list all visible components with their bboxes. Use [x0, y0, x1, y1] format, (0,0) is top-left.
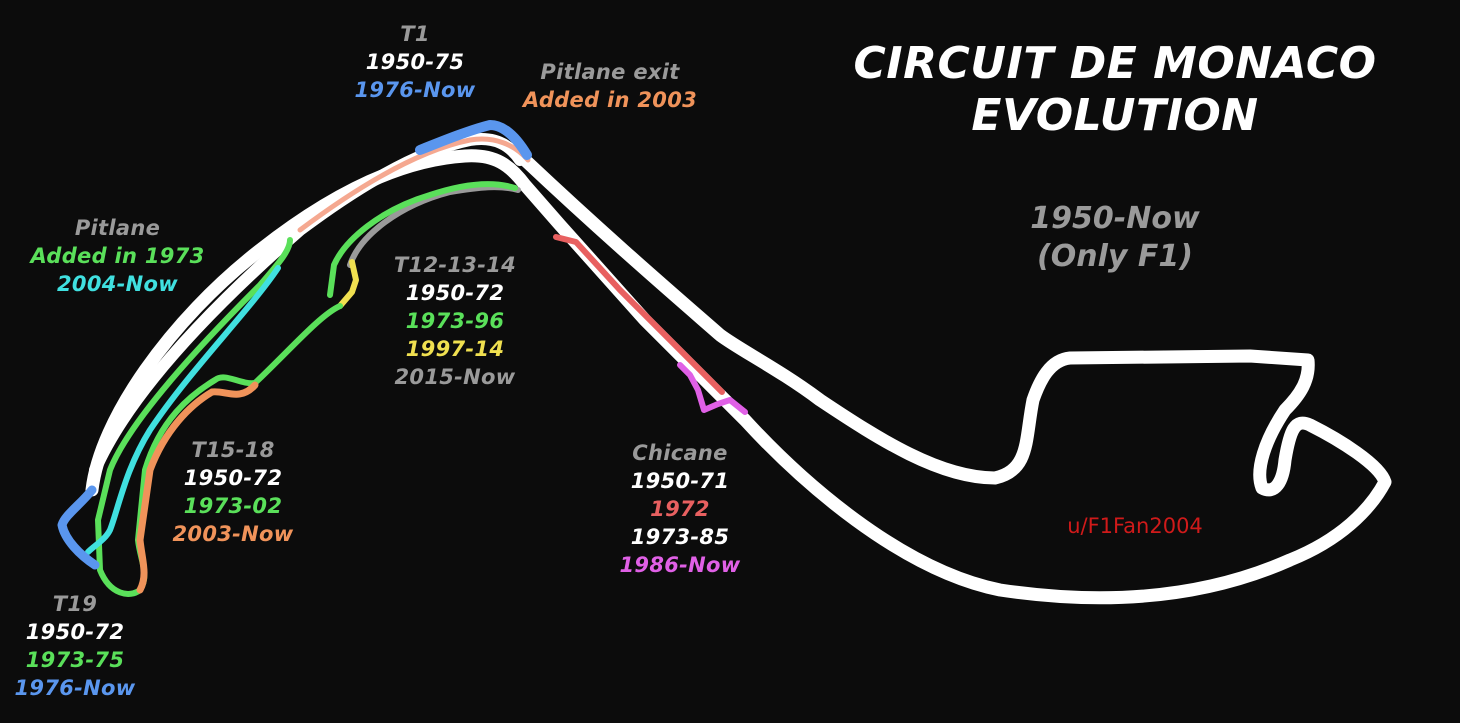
- label-era-line: 1950-75: [365, 50, 465, 74]
- track-pitlane-cyan: [85, 265, 281, 555]
- label-era-line: 1950-72: [25, 620, 125, 644]
- track-t15-orange: [136, 381, 259, 594]
- track-t19-blue: [57, 485, 100, 570]
- label-heading: T1: [400, 22, 430, 46]
- label-era-line: 1976-Now: [14, 676, 136, 700]
- label-era-line: 1972: [650, 497, 710, 521]
- label-heading: T15-18: [191, 438, 275, 462]
- track-chicane-magenta: [677, 362, 748, 415]
- label-era-line: 1973-02: [183, 494, 283, 518]
- label-heading: T19: [52, 592, 98, 616]
- label-era-line: Added in 1973: [30, 244, 205, 268]
- label-era-line: 1976-Now: [354, 78, 476, 102]
- title-line-1: CIRCUIT DE MONACO: [853, 38, 1377, 89]
- label-era-line: 1997-14: [405, 337, 505, 361]
- track-main-circuit: [85, 149, 1392, 605]
- label-heading: T12-13-14: [393, 253, 517, 277]
- label-era-line: 2015-Now: [394, 365, 516, 389]
- era-line-1: 1950-Now: [1030, 201, 1200, 236]
- label-era-line: 1950-72: [405, 281, 505, 305]
- label-heading: Chicane: [632, 441, 728, 465]
- track-chicane-red: [553, 234, 725, 395]
- label-era-line: 1986-Now: [619, 553, 741, 577]
- author-credit: u/F1Fan2004: [1067, 514, 1203, 538]
- label-era-line: 2003-Now: [172, 522, 294, 546]
- track-t12-green: [327, 181, 518, 298]
- era-line-2: (Only F1): [1037, 239, 1193, 274]
- label-heading: Pitlane: [74, 216, 161, 240]
- page-title: CIRCUIT DE MONACO EVOLUTION: [830, 38, 1400, 142]
- track-t1-blue: [415, 120, 532, 160]
- label-era-line: 1973-96: [405, 309, 505, 333]
- label-t1: T1 1950-75 1976-Now: [340, 20, 490, 104]
- label-chicane: Chicane 1950-71 1972 1973-85 1986-Now: [600, 439, 760, 579]
- label-era-line: 1950-71: [630, 469, 730, 493]
- label-era-line: 1973-75: [25, 648, 125, 672]
- label-era-line: 2004-Now: [57, 272, 178, 296]
- label-pitlane-exit: Pitlane exit Added in 2003: [505, 58, 715, 114]
- label-t19: T19 1950-72 1973-75 1976-Now: [5, 590, 145, 702]
- label-pitlane: Pitlane Added in 1973 2004-Now: [20, 214, 215, 298]
- label-era-line: 1973-85: [630, 525, 730, 549]
- track-pitlane-exit: [297, 136, 531, 233]
- era-label: 1950-Now (Only F1): [1000, 200, 1230, 276]
- label-era-line: Added in 2003: [522, 88, 698, 112]
- label-t15-18: T15-18 1950-72 1973-02 2003-Now: [158, 436, 308, 548]
- label-era-line: 1950-72: [183, 466, 283, 490]
- track-t12-yellow: [337, 259, 359, 309]
- label-t12-13-14: T12-13-14 1950-72 1973-96 1997-14 2015-Now: [380, 251, 530, 391]
- title-line-2: EVOLUTION: [971, 90, 1259, 141]
- label-heading: Pitlane exit: [540, 60, 680, 84]
